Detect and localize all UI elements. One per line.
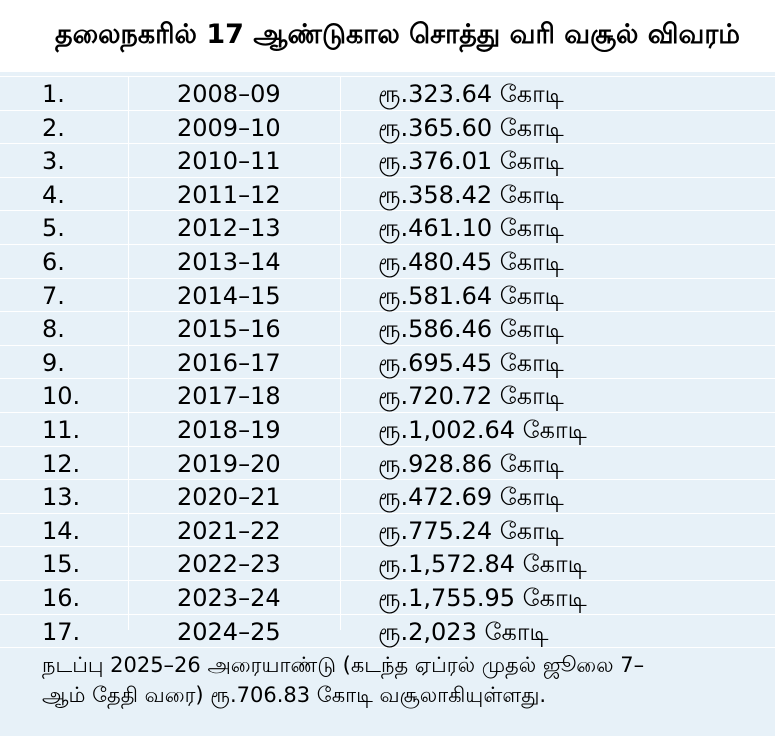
row-number: 1. [42,80,65,108]
row-year: 2014–15 [177,281,281,310]
column-divider [128,76,129,630]
table-row: 6. 2013–14 ரூ.480.45 கோடி [0,245,775,279]
table-row: 16. 2023–24 ரூ.1,755.95 கோடி [0,581,775,615]
row-amount: ரூ.928.86 கோடி [378,449,564,478]
row-year: 2010–11 [177,147,281,176]
column-divider [340,76,341,630]
title-bar: தலைநகரில் 17 ஆண்டுகால சொத்து வரி வசூல் வ… [0,0,775,72]
row-number: 8. [42,315,65,344]
row-number: 4. [42,180,65,209]
row-amount: ரூ.323.64 கோடி [378,80,564,108]
row-year: 2013–14 [177,247,281,276]
row-amount: ரூ.1,572.84 கோடி [378,550,587,579]
table-row: 5. 2012–13 ரூ.461.10 கோடி [0,211,775,245]
table-row: 13. 2020–21 ரூ.472.69 கோடி [0,480,775,514]
row-number: 3. [42,147,65,176]
row-amount: ரூ.365.60 கோடி [378,113,564,142]
row-number: 14. [42,516,81,545]
row-amount: ரூ.720.72 கோடி [378,382,564,411]
table-row: 4. 2011–12 ரூ.358.42 கோடி [0,178,775,212]
row-year: 2018–19 [177,415,281,444]
row-amount: ரூ.376.01 கோடி [378,147,564,176]
table-row: 2. 2009–10 ரூ.365.60 கோடி [0,111,775,145]
table-row: 12. 2019–20 ரூ.928.86 கோடி [0,447,775,481]
row-amount: ரூ.358.42 கோடி [378,180,564,209]
row-year: 2017–18 [177,382,281,411]
table-row: 9. 2016–17 ரூ.695.45 கோடி [0,346,775,380]
row-number: 7. [42,281,65,310]
row-year: 2020–21 [177,483,281,512]
row-amount: ரூ.480.45 கோடி [378,247,564,276]
table-row: 7. 2014–15 ரூ.581.64 கோடி [0,279,775,313]
footnote-line-2: ஆம் தேதி வரை) ரூ.706.83 கோடி வசூலாகியுள்… [42,683,547,707]
row-amount: ரூ.775.24 கோடி [378,516,564,545]
row-amount: ரூ.695.45 கோடி [378,348,564,377]
table-row: 3. 2010–11 ரூ.376.01 கோடி [0,144,775,178]
footnote: நடப்பு 2025–26 அரையாண்டு (கடந்த ஏப்ரல் ம… [42,650,762,710]
row-number: 2. [42,113,65,142]
table-row: 10. 2017–18 ரூ.720.72 கோடி [0,379,775,413]
row-year: 2008–09 [177,80,281,108]
row-year: 2019–20 [177,449,281,478]
row-amount: ரூ.1,002.64 கோடி [378,415,587,444]
tax-collection-table: 1. 2008–09 ரூ.323.64 கோடி 2. 2009–10 ரூ.365.6… [0,76,775,649]
page-title: தலைநகரில் 17 ஆண்டுகால சொத்து வரி வசூல் வ… [54,18,741,50]
row-year: 2012–13 [177,214,281,243]
row-year: 2009–10 [177,113,281,142]
row-number: 10. [42,382,81,411]
row-number: 11. [42,415,81,444]
row-year: 2021–22 [177,516,281,545]
row-year: 2015–16 [177,315,281,344]
row-amount: ரூ.472.69 கோடி [378,483,564,512]
table-row: 8. 2015–16 ரூ.586.46 கோடி [0,312,775,346]
row-year: 2023–24 [177,583,281,612]
row-amount: ரூ.581.64 கோடி [378,281,564,310]
table-row: 17. 2024–25 ரூ.2,023 கோடி [0,615,775,649]
row-number: 17. [42,617,81,646]
row-number: 5. [42,214,65,243]
row-number: 6. [42,247,65,276]
row-amount: ரூ.2,023 கோடி [378,617,549,646]
table-row: 1. 2008–09 ரூ.323.64 கோடி [0,76,775,111]
table-row: 11. 2018–19 ரூ.1,002.64 கோடி [0,413,775,447]
footnote-line-1: நடப்பு 2025–26 அரையாண்டு (கடந்த ஏப்ரல் ம… [42,653,645,677]
row-number: 13. [42,483,81,512]
row-number: 9. [42,348,65,377]
table-row: 15. 2022–23 ரூ.1,572.84 கோடி [0,547,775,581]
row-amount: ரூ.586.46 கோடி [378,315,564,344]
row-year: 2024–25 [177,617,281,646]
row-year: 2022–23 [177,550,281,579]
table-row: 14. 2021–22 ரூ.775.24 கோடி [0,514,775,548]
row-year: 2016–17 [177,348,281,377]
row-amount: ரூ.1,755.95 கோடி [378,583,587,612]
row-number: 16. [42,583,81,612]
row-number: 12. [42,449,81,478]
row-year: 2011–12 [177,180,281,209]
row-amount: ரூ.461.10 கோடி [378,214,564,243]
row-number: 15. [42,550,81,579]
